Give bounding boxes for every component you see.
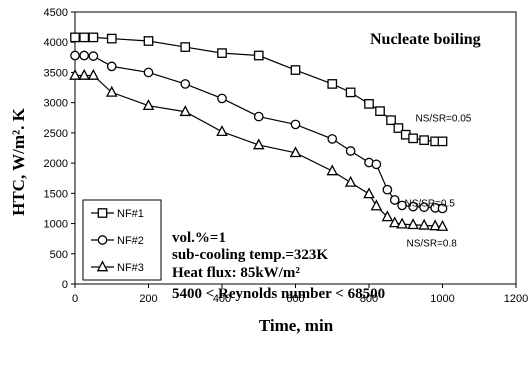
legend-marker <box>97 235 108 245</box>
legend: NF#1 NF#2 NF#3 <box>82 199 162 281</box>
data-point <box>396 217 408 229</box>
data-point <box>437 136 448 147</box>
data-point <box>78 68 90 80</box>
y-tick-label: 2500 <box>44 128 68 140</box>
data-point <box>371 159 382 170</box>
data-point <box>290 119 301 130</box>
data-point <box>382 184 393 195</box>
legend-label: NF#2 <box>117 235 144 247</box>
data-point <box>70 32 80 43</box>
series-end-label: NS/SR=0.8 <box>407 239 458 250</box>
data-point <box>436 219 449 231</box>
data-point <box>389 195 400 205</box>
x-tick-label: 800 <box>360 293 378 305</box>
series-square: NS/SR=0.05 <box>70 32 472 147</box>
data-point <box>142 99 155 111</box>
legend-marker <box>96 260 109 272</box>
data-point <box>437 203 448 214</box>
data-point <box>289 146 302 158</box>
data-point <box>344 175 357 187</box>
data-point <box>143 67 154 78</box>
data-point <box>106 61 117 72</box>
y-tick-label: 4500 <box>44 7 68 19</box>
legend-label: NF#3 <box>117 262 144 274</box>
x-tick-label: 0 <box>72 293 78 305</box>
data-point <box>429 219 441 231</box>
data-point <box>253 111 264 122</box>
data-point <box>408 201 418 212</box>
annotation-reynolds: 5400 < Reynolds number < 68500 <box>172 286 385 302</box>
data-point <box>397 200 407 211</box>
data-point <box>419 202 429 213</box>
x-tick-label: 400 <box>213 293 231 305</box>
data-point <box>79 50 90 61</box>
data-point <box>375 106 385 116</box>
axes-layer: 0 500 1000 1500 2000 2500 3000 3500 4000 4500 0 200… <box>44 7 528 305</box>
data-point <box>217 48 227 58</box>
data-point <box>70 50 80 61</box>
x-tick-label: 1200 <box>504 293 528 305</box>
data-point <box>79 32 90 43</box>
data-point <box>253 50 264 61</box>
y-tick-label: 2000 <box>44 158 68 170</box>
series-end-label: NS/SR=0.05 <box>416 113 472 124</box>
chart-title: Nucleate boiling <box>370 31 481 48</box>
y-tick-label: 500 <box>50 249 68 261</box>
y-tick-label: 1500 <box>44 188 68 200</box>
x-axis-title: Time, min <box>259 316 334 335</box>
data-point <box>326 164 339 176</box>
series-triangle: NS/SR=0.8 <box>69 68 458 250</box>
data-point <box>252 138 265 150</box>
data-point <box>388 216 401 228</box>
data-point <box>180 42 191 52</box>
data-point <box>345 87 356 98</box>
data-point <box>217 93 227 104</box>
annotation-heat-flux: Heat flux: 85kW/m² <box>172 265 300 281</box>
data-point <box>418 218 430 230</box>
data-point <box>290 65 301 75</box>
data-point <box>105 85 118 97</box>
x-tick-label: 1000 <box>430 293 454 305</box>
y-axis-title: HTC, W/m². K <box>9 107 28 216</box>
data-point <box>327 79 338 89</box>
data-point <box>370 199 383 211</box>
data-point <box>327 134 338 144</box>
data-point <box>345 146 356 156</box>
series-circle: NS/SR=0.5 <box>70 50 456 214</box>
data-point <box>419 135 429 145</box>
data-point <box>363 187 375 199</box>
x-tick-label: 600 <box>286 293 304 305</box>
data-point <box>393 123 404 133</box>
y-tick-label: 4000 <box>44 37 68 49</box>
y-tick-label: 1000 <box>44 219 68 231</box>
series-layer: NS/SR=0.05 NS/SR=0.5 NS/SR=0.8 <box>69 32 472 250</box>
annotation-volume: vol.%=1 <box>172 230 226 246</box>
legend-label: NF#1 <box>117 208 144 220</box>
data-point <box>216 125 228 137</box>
data-point <box>88 51 99 61</box>
data-point <box>87 68 100 80</box>
data-point <box>88 32 99 43</box>
data-point <box>408 133 418 144</box>
data-point <box>179 105 192 117</box>
data-point <box>381 210 394 222</box>
legend-marker <box>97 208 108 218</box>
data-point <box>106 33 117 44</box>
y-tick-label: 3000 <box>44 98 68 110</box>
data-point <box>407 218 419 230</box>
data-point <box>180 79 191 89</box>
data-point <box>69 68 81 80</box>
data-point <box>386 115 396 126</box>
data-point <box>364 99 374 109</box>
y-tick-label: 3500 <box>44 67 68 79</box>
y-tick-label: 0 <box>62 279 68 291</box>
x-tick-label: 200 <box>139 293 157 305</box>
data-point <box>143 36 154 46</box>
annotation-subcooling: sub-cooling temp.=323K <box>172 247 328 263</box>
series-end-label: NS/SR=0.5 <box>405 198 456 209</box>
